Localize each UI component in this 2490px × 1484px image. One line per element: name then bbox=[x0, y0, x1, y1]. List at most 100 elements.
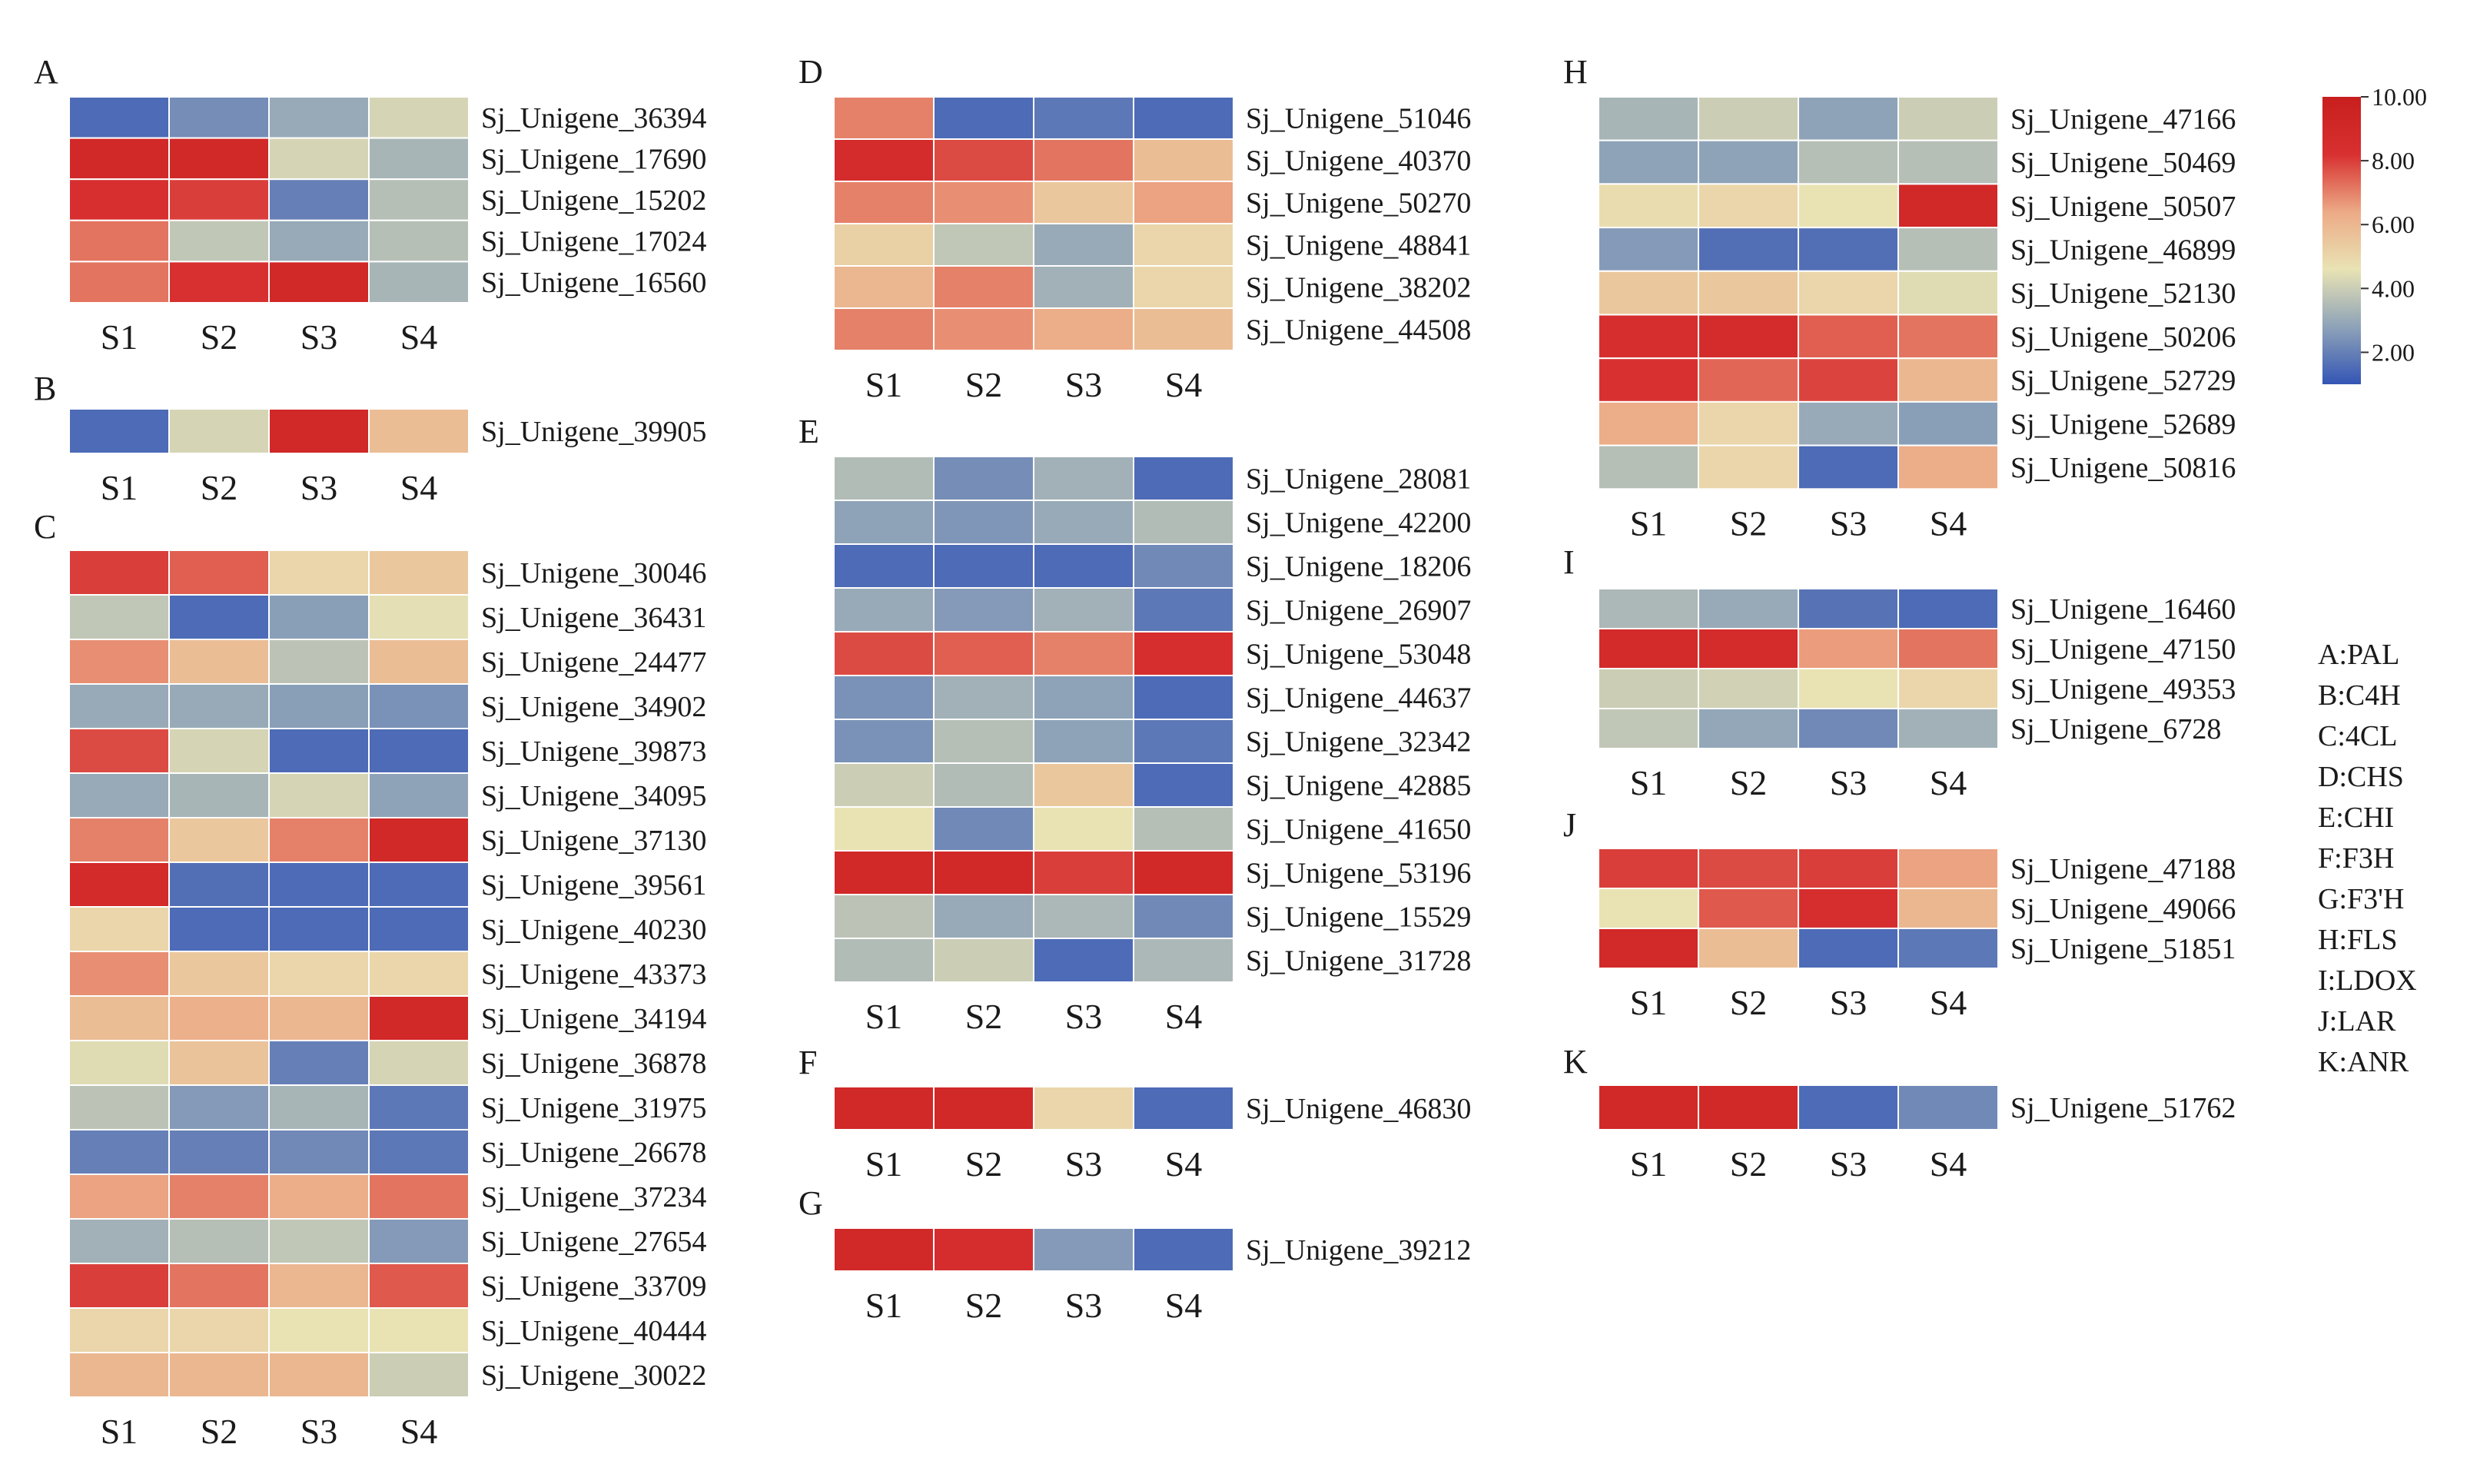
heatmap-cell bbox=[368, 906, 470, 952]
row-label: Sj_Unigene_42200 bbox=[1246, 507, 1471, 539]
row-label: Sj_Unigene_44637 bbox=[1246, 682, 1471, 715]
column-label: S2 bbox=[201, 1412, 238, 1451]
panel-c: C Sj_Unigene_30046 Sj_Unigene_36431 Sj_Unig… bbox=[34, 508, 706, 1451]
heatmap-cell bbox=[1133, 762, 1234, 808]
panel-b: B Sj_Unigene_39905 S1 S2 S3 S4 bbox=[34, 370, 706, 507]
column-label: S4 bbox=[1930, 503, 1967, 543]
row-label: Sj_Unigene_33709 bbox=[481, 1270, 706, 1303]
heatmap-cell bbox=[168, 219, 270, 263]
heatmap-cell bbox=[933, 265, 1034, 309]
heatmap-cell bbox=[1798, 888, 1899, 929]
legend-item: I:LDOX bbox=[2318, 964, 2417, 997]
heatmap-cell bbox=[1698, 96, 1799, 141]
color-scale-tick-label: 8.00 bbox=[2372, 147, 2415, 174]
heatmap-cell bbox=[68, 1218, 170, 1264]
row-label: Sj_Unigene_41650 bbox=[1246, 814, 1471, 846]
heatmap-cell bbox=[933, 96, 1034, 140]
heatmap-cell bbox=[1033, 1086, 1134, 1130]
heatmap-cell bbox=[1798, 96, 1899, 141]
heatmap-cell bbox=[1033, 500, 1134, 545]
row-label: Sj_Unigene_49066 bbox=[2010, 893, 2236, 925]
column-label: S1 bbox=[865, 1144, 903, 1184]
heatmap-cell bbox=[168, 951, 270, 997]
row-label: Sj_Unigene_50206 bbox=[2010, 321, 2236, 354]
color-scale-tick-label: 10.00 bbox=[2372, 83, 2427, 111]
heatmap-cell bbox=[68, 728, 170, 774]
heatmap-cell bbox=[1133, 456, 1234, 501]
heatmap-cell bbox=[933, 138, 1034, 182]
heatmap-cell bbox=[833, 938, 935, 983]
heatmap-cell bbox=[368, 594, 470, 640]
heatmap-cell bbox=[168, 1263, 270, 1309]
heatmap-cell bbox=[1698, 928, 1799, 969]
heatmap-cell bbox=[1033, 631, 1134, 676]
heatmap-cell bbox=[1033, 850, 1134, 895]
heatmap-cell bbox=[1897, 357, 1999, 403]
heatmap-cell bbox=[168, 1084, 270, 1130]
heatmap-cell bbox=[68, 96, 170, 139]
heatmap-cell bbox=[368, 1174, 470, 1220]
heatmap-cell bbox=[1698, 270, 1799, 316]
heatmap-cell bbox=[1897, 708, 1999, 749]
row-label: Sj_Unigene_17024 bbox=[481, 226, 706, 258]
heatmap-cell bbox=[268, 683, 370, 729]
heatmap-cell bbox=[1598, 888, 1699, 929]
heatmap-cell bbox=[1598, 588, 1699, 629]
heatmap-cell bbox=[1798, 1084, 1899, 1130]
heatmap-cell bbox=[68, 639, 170, 685]
column-label: S2 bbox=[965, 1144, 1003, 1184]
heatmap-cell bbox=[68, 1040, 170, 1086]
heatmap-cell bbox=[68, 995, 170, 1041]
heatmap-cell bbox=[368, 178, 470, 221]
color-scale-tick-label: 4.00 bbox=[2372, 274, 2415, 302]
row-label: Sj_Unigene_53196 bbox=[1246, 858, 1471, 890]
row-label: Sj_Unigene_31728 bbox=[1246, 945, 1471, 978]
heatmap-cell bbox=[933, 1086, 1034, 1130]
column-label: S2 bbox=[201, 317, 238, 357]
heatmap-cell bbox=[368, 137, 470, 181]
row-label: Sj_Unigene_18206 bbox=[1246, 551, 1471, 583]
heatmap-cell bbox=[168, 594, 270, 640]
heatmap-cell bbox=[833, 894, 935, 939]
heatmap-cell bbox=[1133, 500, 1234, 545]
heatmap-cell bbox=[368, 1129, 470, 1175]
row-label: Sj_Unigene_15529 bbox=[1246, 901, 1471, 934]
legend-item: H:FLS bbox=[2318, 924, 2397, 956]
heatmap-cell bbox=[168, 862, 270, 908]
color-scale-tick-label: 2.00 bbox=[2372, 338, 2415, 366]
column-label: S4 bbox=[1930, 763, 1967, 802]
heatmap-cell bbox=[933, 1227, 1034, 1272]
column-label: S3 bbox=[1065, 997, 1103, 1036]
heatmap-cell bbox=[1897, 183, 1999, 229]
column-label: S1 bbox=[1630, 763, 1668, 802]
heatmap-cell bbox=[1698, 183, 1799, 229]
heatmap-cell bbox=[368, 1040, 470, 1086]
heatmap-cell bbox=[833, 762, 935, 808]
column-label: S3 bbox=[1830, 503, 1868, 543]
heatmap-cell bbox=[1598, 270, 1699, 316]
panel-letter: D bbox=[798, 53, 823, 91]
heatmap-cell bbox=[1133, 307, 1234, 351]
heatmap-cell bbox=[1698, 444, 1799, 490]
heatmap-cell bbox=[168, 772, 270, 818]
column-label: S1 bbox=[101, 468, 138, 507]
heatmap-cell bbox=[1897, 400, 1999, 447]
legend-item: J:LAR bbox=[2318, 1005, 2396, 1037]
heatmap-cell bbox=[1033, 456, 1134, 501]
heatmap-cell bbox=[1897, 314, 1999, 360]
heatmap-cell bbox=[368, 995, 470, 1041]
row-label: Sj_Unigene_34095 bbox=[481, 780, 706, 812]
row-label: Sj_Unigene_51851 bbox=[2010, 933, 2236, 965]
color-scale-bar bbox=[2322, 97, 2361, 384]
heatmap-cell bbox=[1033, 675, 1134, 720]
row-label: Sj_Unigene_39561 bbox=[481, 869, 706, 901]
heatmap-cell bbox=[68, 408, 170, 454]
heatmap-cell bbox=[1897, 928, 1999, 969]
heatmap-cell bbox=[1897, 444, 1999, 490]
heatmap-cell bbox=[1698, 628, 1799, 669]
heatmap-cell bbox=[1897, 227, 1999, 272]
heatmap-cell bbox=[1897, 588, 1999, 629]
heatmap-cell bbox=[833, 138, 935, 182]
row-label: Sj_Unigene_50816 bbox=[2010, 452, 2236, 484]
heatmap-cell bbox=[1897, 848, 1999, 889]
